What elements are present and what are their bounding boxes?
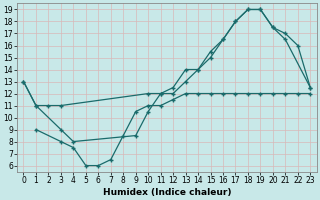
X-axis label: Humidex (Indice chaleur): Humidex (Indice chaleur)	[103, 188, 231, 197]
